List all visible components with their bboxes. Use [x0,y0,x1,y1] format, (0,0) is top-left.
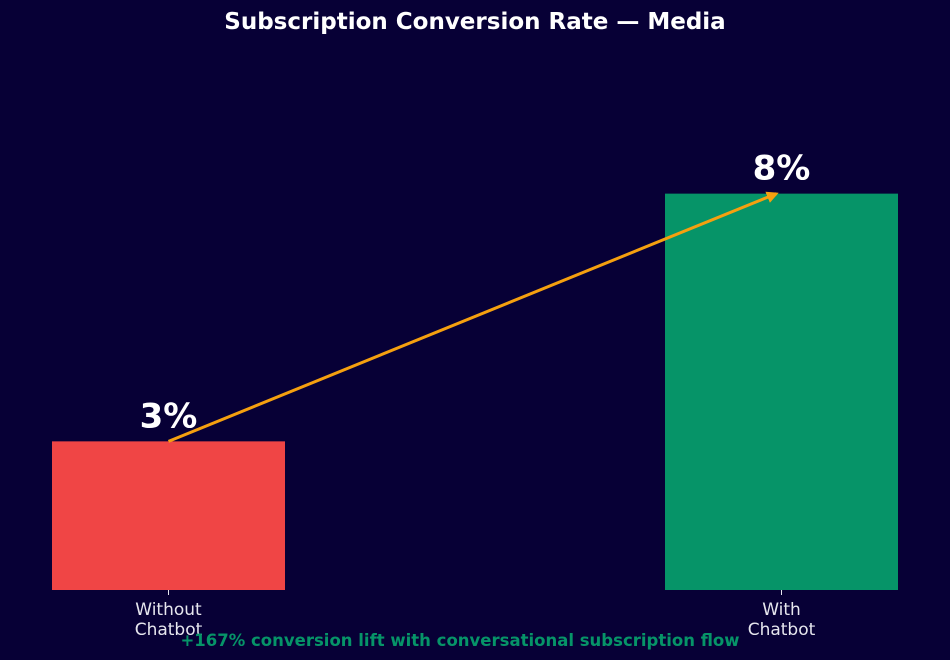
arrow-layer [167,191,779,443]
value-label-0: 3% [140,396,198,436]
bars-layer [52,193,898,591]
lift-annotation: +167% conversion lift with conversationa… [180,631,739,650]
x-tick-label-1: With Chatbot [748,600,816,640]
bar-1 [665,193,898,591]
bar-0 [52,441,285,590]
lift-arrow [167,191,779,443]
chart-title: Subscription Conversion Rate — Media [224,9,725,35]
labels-layer: 3% 8% [140,149,811,437]
ticks-layer: Without Chatbot With Chatbot [135,590,816,640]
value-label-1: 8% [753,149,811,189]
x-tick-label-0: Without Chatbot [135,600,203,640]
